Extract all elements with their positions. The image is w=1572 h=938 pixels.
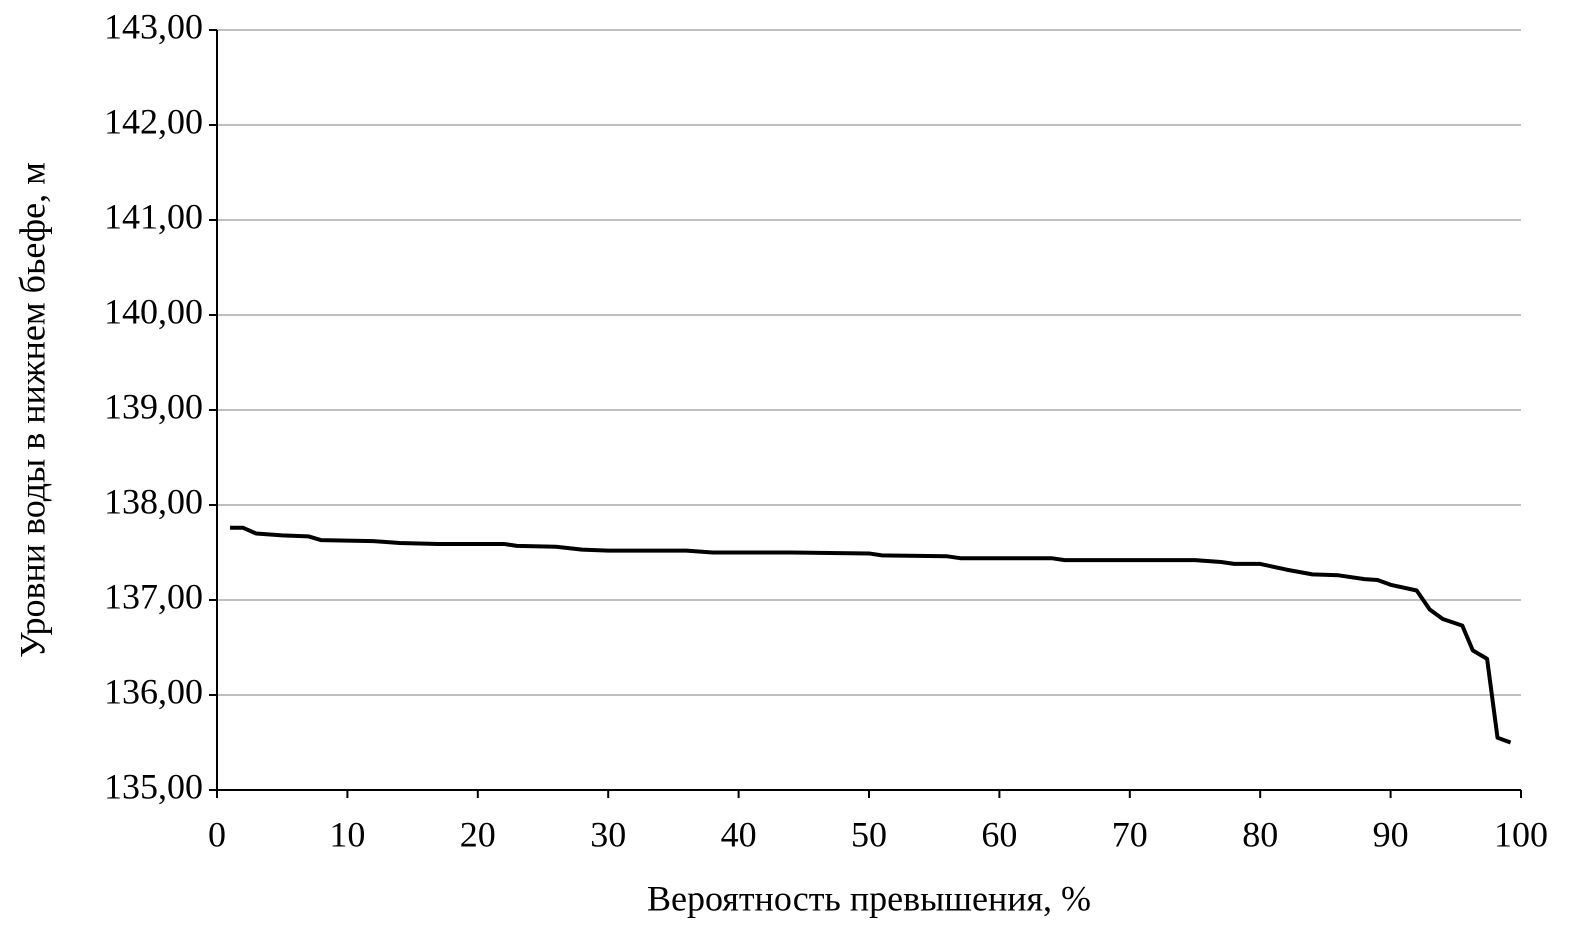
y-tick-label: 141,00 xyxy=(104,196,203,236)
y-axis-title: Уровни воды в нижнем бьефе, м xyxy=(12,162,52,658)
x-tick-label: 10 xyxy=(329,814,365,854)
x-tick-label: 60 xyxy=(981,814,1017,854)
x-axis-title: Вероятность превышения, % xyxy=(647,878,1091,918)
y-tick-label: 136,00 xyxy=(104,671,203,711)
x-tick-label: 90 xyxy=(1373,814,1409,854)
x-tick-label: 30 xyxy=(590,814,626,854)
y-tick-label: 143,00 xyxy=(104,6,203,46)
x-tick-label: 0 xyxy=(208,814,226,854)
y-tick-label: 142,00 xyxy=(104,101,203,141)
y-tick-label: 135,00 xyxy=(104,766,203,806)
x-tick-label: 100 xyxy=(1494,814,1548,854)
x-tick-label: 20 xyxy=(460,814,496,854)
x-tick-label: 80 xyxy=(1242,814,1278,854)
x-tick-label: 50 xyxy=(851,814,887,854)
y-tick-label: 140,00 xyxy=(104,291,203,331)
x-tick-label: 70 xyxy=(1112,814,1148,854)
data-line xyxy=(230,525,1512,745)
y-tick-label: 138,00 xyxy=(104,481,203,521)
y-tick-label: 137,00 xyxy=(104,576,203,616)
y-tick-label: 139,00 xyxy=(104,386,203,426)
x-tick-label: 40 xyxy=(721,814,757,854)
